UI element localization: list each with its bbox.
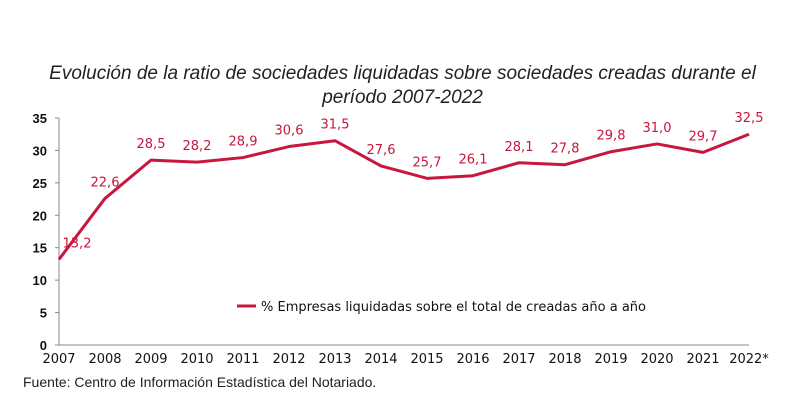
x-tick-label: 2015 <box>410 352 443 367</box>
x-tick-label: 2011 <box>226 352 259 367</box>
data-label: 32,5 <box>735 111 764 126</box>
x-tick-label: 2009 <box>134 352 167 367</box>
legend-label: % Empresas liquidadas sobre el total de … <box>261 300 646 315</box>
y-tick-label: 30 <box>33 143 47 158</box>
data-label: 30,6 <box>275 124 304 139</box>
data-label: 31,5 <box>321 118 350 133</box>
data-label: 22,6 <box>91 175 120 190</box>
data-label: 28,1 <box>505 140 534 155</box>
x-tick-label: 2022* <box>729 352 769 367</box>
data-label: 25,7 <box>413 155 442 170</box>
x-tick-label: 2014 <box>364 352 397 367</box>
y-tick-label: 15 <box>33 241 47 256</box>
x-tick-label: 2019 <box>594 352 627 367</box>
y-tick-label: 35 <box>33 111 47 126</box>
chart-title-line-2: período 2007-2022 <box>322 87 483 108</box>
series-line <box>57 132 750 261</box>
chart-title: Evolución de la ratio de sociedades liqu… <box>0 62 805 110</box>
y-tick-label: 25 <box>33 176 47 191</box>
x-tick-label: 2020 <box>640 352 673 367</box>
data-label: 13,2 <box>63 236 92 251</box>
data-label: 28,5 <box>137 137 166 152</box>
data-label: 27,6 <box>367 143 396 158</box>
x-tick-label: 2008 <box>88 352 121 367</box>
source-note: Fuente: Centro de Información Estadístic… <box>23 374 377 390</box>
chart-title-line-1: Evolución de la ratio de sociedades liqu… <box>49 63 756 84</box>
data-label: 29,7 <box>689 129 718 144</box>
data-label: 28,2 <box>183 139 212 154</box>
x-tick-label: 2021 <box>686 352 719 367</box>
y-tick-label: 5 <box>40 306 47 321</box>
x-tick-label: 2018 <box>548 352 581 367</box>
x-tick-label: 2010 <box>180 352 213 367</box>
x-tick-label: 2017 <box>502 352 535 367</box>
x-tick-label: 2012 <box>272 352 305 367</box>
data-label: 27,8 <box>551 142 580 157</box>
y-tick-label: 0 <box>40 338 47 353</box>
x-tick-label: 2016 <box>456 352 489 367</box>
data-label: 29,8 <box>597 129 626 144</box>
y-tick-label: 20 <box>33 208 47 223</box>
x-tick-label: 2007 <box>42 352 75 367</box>
data-label: 31,0 <box>643 121 672 136</box>
x-tick-label: 2013 <box>318 352 351 367</box>
y-tick-label: 10 <box>33 273 47 288</box>
data-label: 26,1 <box>459 153 488 168</box>
data-label: 28,9 <box>229 135 258 150</box>
